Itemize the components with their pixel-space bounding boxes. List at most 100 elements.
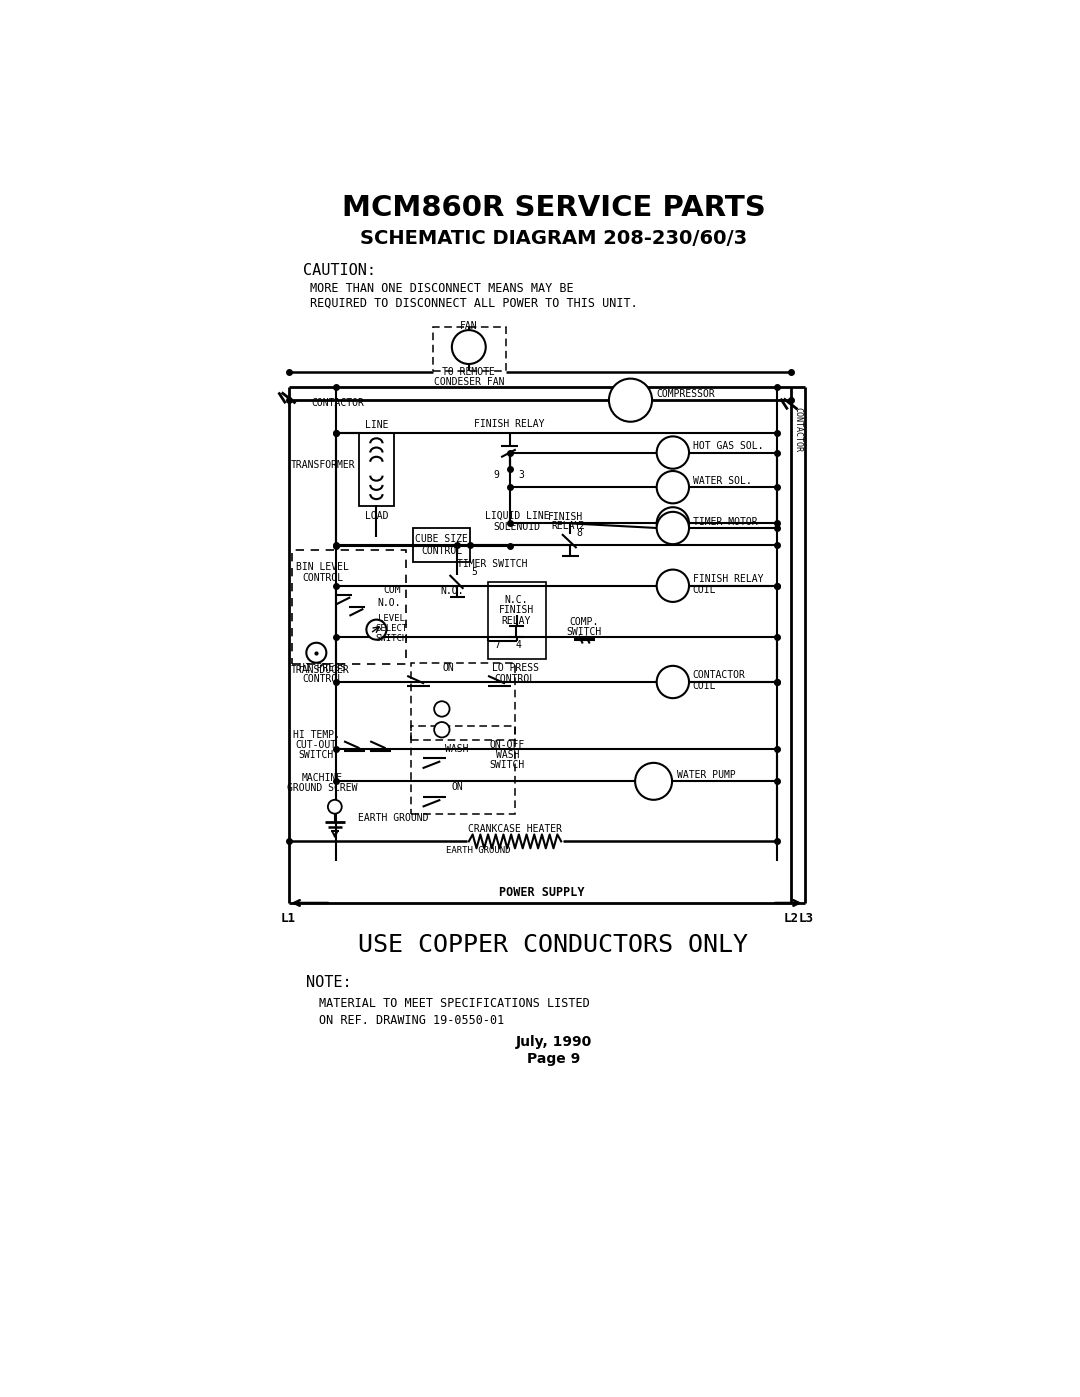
Text: CONTROL: CONTROL bbox=[302, 573, 343, 583]
Circle shape bbox=[434, 722, 449, 738]
Text: COIL: COIL bbox=[693, 584, 716, 595]
Text: RELAY: RELAY bbox=[502, 616, 531, 626]
Circle shape bbox=[366, 620, 387, 640]
Text: EARTH GROUND: EARTH GROUND bbox=[357, 813, 429, 823]
Text: 9: 9 bbox=[494, 469, 499, 481]
Text: MORE THAN ONE DISCONNECT MEANS MAY BE: MORE THAN ONE DISCONNECT MEANS MAY BE bbox=[310, 282, 573, 295]
Text: CONTACTOR: CONTACTOR bbox=[794, 407, 802, 453]
Text: N.O.: N.O. bbox=[441, 587, 463, 597]
Text: CONTACTOR: CONTACTOR bbox=[312, 398, 365, 408]
Text: BIN LEVEL: BIN LEVEL bbox=[296, 562, 349, 573]
Circle shape bbox=[657, 666, 689, 698]
Bar bbox=[359, 433, 394, 507]
Text: COMPRESSOR: COMPRESSOR bbox=[656, 388, 715, 400]
Text: L3: L3 bbox=[798, 912, 813, 925]
Text: Page 9: Page 9 bbox=[527, 1052, 580, 1066]
Text: CUT-OUT: CUT-OUT bbox=[296, 740, 337, 750]
Text: N.C.: N.C. bbox=[504, 595, 528, 605]
Text: FAN: FAN bbox=[460, 321, 477, 331]
Circle shape bbox=[451, 330, 486, 365]
Text: RELAY: RELAY bbox=[551, 521, 581, 531]
Text: L2: L2 bbox=[783, 912, 798, 925]
Text: WATER PUMP: WATER PUMP bbox=[677, 770, 735, 780]
Text: COIL: COIL bbox=[693, 680, 716, 692]
Text: SWITCH: SWITCH bbox=[376, 634, 408, 643]
Text: HOT GAS SOL.: HOT GAS SOL. bbox=[693, 441, 764, 451]
Bar bbox=[292, 550, 406, 665]
Text: POWER SUPPLY: POWER SUPPLY bbox=[499, 887, 584, 900]
Text: FINISH: FINISH bbox=[549, 513, 583, 522]
Text: CONTROL: CONTROL bbox=[302, 673, 343, 685]
Text: HI TEMP.: HI TEMP. bbox=[293, 731, 340, 740]
Text: 8: 8 bbox=[577, 528, 582, 538]
Bar bbox=[411, 726, 515, 814]
Circle shape bbox=[657, 570, 689, 602]
Text: WASH: WASH bbox=[496, 750, 519, 760]
Circle shape bbox=[657, 511, 689, 545]
Text: LOAD: LOAD bbox=[365, 511, 388, 521]
Circle shape bbox=[307, 643, 326, 662]
Text: WATER SOL.: WATER SOL. bbox=[693, 476, 752, 486]
Bar bbox=[488, 583, 545, 659]
Circle shape bbox=[657, 507, 689, 539]
Circle shape bbox=[657, 436, 689, 469]
Text: 2: 2 bbox=[578, 521, 584, 531]
Text: LIQUID LINE: LIQUID LINE bbox=[485, 511, 550, 521]
Text: EARTH GROUND: EARTH GROUND bbox=[446, 847, 510, 855]
Circle shape bbox=[434, 701, 449, 717]
Text: TIMER MOTOR: TIMER MOTOR bbox=[693, 517, 757, 527]
Text: ON-OFF: ON-OFF bbox=[489, 740, 525, 750]
Text: LINE: LINE bbox=[365, 420, 388, 430]
Text: CONTACTOR: CONTACTOR bbox=[693, 671, 746, 680]
Bar bbox=[414, 528, 470, 562]
Text: CONTROL: CONTROL bbox=[495, 673, 536, 685]
Text: TO REMOTE: TO REMOTE bbox=[443, 366, 496, 377]
Text: CUBE SIZE: CUBE SIZE bbox=[416, 534, 469, 543]
Text: N.O.: N.O. bbox=[378, 598, 401, 608]
Text: GROUND SCREW: GROUND SCREW bbox=[287, 784, 357, 793]
Text: MACHINE: MACHINE bbox=[302, 774, 343, 784]
Text: REQUIRED TO DISCONNECT ALL POWER TO THIS UNIT.: REQUIRED TO DISCONNECT ALL POWER TO THIS… bbox=[310, 296, 638, 310]
Text: CAUTION:: CAUTION: bbox=[303, 263, 376, 278]
Bar bbox=[411, 662, 515, 740]
Text: 3: 3 bbox=[518, 469, 524, 481]
Text: LEVEL: LEVEL bbox=[378, 613, 405, 623]
Text: HI PRESS: HI PRESS bbox=[299, 664, 346, 673]
Text: SOLENOID: SOLENOID bbox=[494, 522, 541, 532]
Bar bbox=[433, 327, 505, 372]
Text: ON: ON bbox=[443, 664, 455, 673]
Text: TIMER SWITCH: TIMER SWITCH bbox=[457, 559, 527, 569]
Text: ON REF. DRAWING 19-0550-01: ON REF. DRAWING 19-0550-01 bbox=[319, 1014, 504, 1027]
Text: SELECT: SELECT bbox=[376, 623, 408, 633]
Text: CRANKCASE HEATER: CRANKCASE HEATER bbox=[468, 824, 562, 834]
Circle shape bbox=[635, 763, 672, 800]
Text: ON: ON bbox=[451, 782, 463, 792]
Text: SCHEMATIC DIAGRAM 208-230/60/3: SCHEMATIC DIAGRAM 208-230/60/3 bbox=[360, 229, 747, 249]
Text: L1: L1 bbox=[281, 912, 296, 925]
Text: USE COPPER CONDUCTORS ONLY: USE COPPER CONDUCTORS ONLY bbox=[359, 933, 748, 957]
Text: FINISH RELAY: FINISH RELAY bbox=[474, 419, 544, 429]
Text: MATERIAL TO MEET SPECIFICATIONS LISTED: MATERIAL TO MEET SPECIFICATIONS LISTED bbox=[319, 996, 590, 1010]
Text: TRANSDUCER: TRANSDUCER bbox=[291, 665, 350, 675]
Text: CONDESER FAN: CONDESER FAN bbox=[433, 377, 504, 387]
Text: July, 1990: July, 1990 bbox=[515, 1035, 592, 1049]
Text: FINISH RELAY: FINISH RELAY bbox=[693, 574, 764, 584]
Text: WASH: WASH bbox=[445, 745, 469, 754]
Circle shape bbox=[609, 379, 652, 422]
Text: COMP.: COMP. bbox=[569, 617, 599, 627]
Text: COM: COM bbox=[383, 585, 401, 595]
Text: MCM860R SERVICE PARTS: MCM860R SERVICE PARTS bbox=[341, 194, 766, 222]
Text: FINISH: FINISH bbox=[499, 605, 535, 616]
Text: 4: 4 bbox=[516, 640, 522, 650]
Text: SWITCH: SWITCH bbox=[489, 760, 525, 770]
Text: CONTROL: CONTROL bbox=[421, 546, 462, 556]
Text: 5: 5 bbox=[471, 567, 477, 577]
Circle shape bbox=[657, 471, 689, 503]
Text: 7: 7 bbox=[495, 640, 500, 650]
Text: TRANSFORMER: TRANSFORMER bbox=[291, 460, 355, 469]
Text: SWITCH: SWITCH bbox=[299, 750, 334, 760]
Text: LO PRESS: LO PRESS bbox=[491, 664, 539, 673]
Text: SWITCH: SWITCH bbox=[567, 627, 602, 637]
Text: NOTE:: NOTE: bbox=[306, 975, 351, 990]
Circle shape bbox=[328, 800, 341, 813]
